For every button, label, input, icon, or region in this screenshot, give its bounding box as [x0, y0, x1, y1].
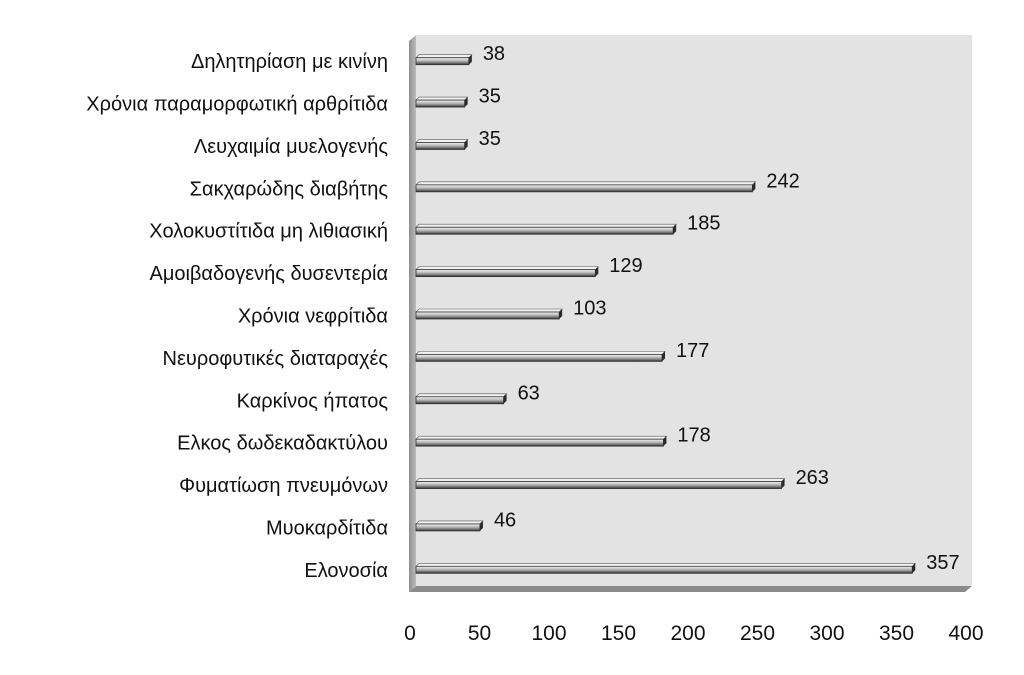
bar-end-cap — [752, 181, 756, 192]
bar-front-face — [415, 184, 753, 193]
bar — [415, 54, 473, 66]
bar-end-cap — [559, 309, 563, 319]
bar-top-face — [415, 478, 786, 482]
value-label: 357 — [926, 552, 959, 574]
value-label: 263 — [796, 467, 829, 489]
bar-end-cap — [912, 563, 916, 574]
x-tick-label: 350 — [879, 622, 914, 645]
bar — [415, 181, 757, 193]
bar-top-face — [415, 563, 916, 567]
bar — [415, 96, 469, 108]
category-label: Χρόνια νεφρίτιδα — [238, 306, 388, 328]
bar-top-face — [415, 308, 563, 313]
category-label: Μυοκαρδίτιδα — [266, 517, 388, 539]
bar-top-face — [415, 435, 668, 440]
value-label: 103 — [573, 298, 606, 320]
x-axis-ticks: 0 50 100 150 200 250 300 350 400 — [404, 622, 983, 645]
bar-front-face — [415, 523, 481, 532]
bar-end-cap — [595, 266, 599, 277]
value-label: 178 — [677, 425, 710, 447]
category-label: Αμοιβαδογενής δυσεντερία — [149, 263, 388, 285]
x-tick-label: 200 — [670, 622, 705, 645]
bar-front-face — [415, 99, 466, 108]
bar — [415, 520, 484, 532]
category-label: Φυματίωση πνευμόνων — [179, 475, 388, 497]
bar-top-face — [415, 54, 473, 58]
bar-front-face — [415, 57, 470, 66]
x-tick-label: 50 — [468, 622, 491, 645]
x-tick-label: 300 — [809, 622, 844, 645]
bar-front-face — [415, 438, 664, 447]
category-label: Χρόνια παραμορφωτική αρθρίτιδα — [86, 94, 388, 116]
value-label: 35 — [479, 128, 501, 150]
x-tick-label: 100 — [531, 622, 566, 645]
plot-side-wall — [409, 35, 416, 592]
bar-end-cap — [781, 478, 785, 489]
category-label: Ελονοσία — [304, 560, 388, 582]
bar — [415, 478, 786, 489]
category-label: Χολοκυστίτιδα μη λιθιασική — [149, 221, 388, 243]
bars — [415, 54, 916, 574]
bar-end-cap — [662, 351, 666, 362]
bar-front-face — [415, 353, 663, 362]
value-label: 177 — [676, 340, 709, 362]
bar — [415, 435, 668, 447]
bar — [415, 393, 508, 405]
category-label: Ελκος δωδεκαδακτύλου — [177, 433, 388, 455]
bar — [415, 266, 600, 278]
bar-end-cap — [673, 224, 677, 235]
category-label: Νευροφυτικές διαταραχές — [163, 348, 389, 370]
bar-top-face — [415, 351, 666, 355]
bar — [415, 351, 666, 362]
value-label: 129 — [609, 255, 642, 277]
bar-top-face — [415, 139, 469, 143]
bar-front-face — [415, 311, 560, 320]
bar-end-cap — [479, 520, 483, 531]
value-label: 63 — [518, 382, 540, 404]
x-tick-label: 0 — [404, 622, 416, 645]
value-label: 185 — [687, 213, 720, 235]
bar-front-face — [415, 481, 782, 489]
category-labels: Δηλητηρίαση με κινίνη Χρόνια παραμορφωτικ… — [86, 51, 388, 582]
bar-top-face — [415, 266, 600, 270]
bar — [415, 223, 677, 235]
bar-front-face — [415, 226, 674, 235]
bar-end-cap — [464, 139, 468, 150]
category-label: Σακχαρώδης διαβήτης — [190, 178, 389, 200]
bar — [415, 308, 563, 320]
value-label: 46 — [494, 509, 516, 531]
x-tick-label: 150 — [601, 622, 636, 645]
bar-top-face — [415, 181, 757, 186]
bar — [415, 139, 469, 150]
bar — [415, 563, 916, 574]
bar-end-cap — [663, 436, 667, 447]
x-tick-label: 250 — [740, 622, 775, 645]
category-label: Δηλητηρίαση με κινίνη — [191, 51, 388, 73]
plot-floor — [409, 586, 972, 592]
category-label: Λευχαιμία μυελογενής — [194, 136, 389, 158]
bar-front-face — [415, 142, 466, 150]
bar-front-face — [415, 396, 504, 405]
category-label: Καρκίνος ήπατος — [237, 390, 389, 412]
bar-end-cap — [464, 97, 468, 108]
value-label: 38 — [483, 43, 505, 65]
bar-top-face — [415, 223, 677, 228]
value-label: 35 — [479, 86, 501, 108]
bar-top-face — [415, 393, 508, 398]
bar-end-cap — [503, 393, 507, 404]
bar-end-cap — [468, 54, 472, 65]
bar-top-face — [415, 96, 469, 101]
x-tick-label: 400 — [948, 622, 983, 645]
value-label: 242 — [766, 170, 799, 192]
bar-front-face — [415, 269, 596, 278]
bar-top-face — [415, 520, 484, 525]
bar-front-face — [415, 565, 913, 574]
